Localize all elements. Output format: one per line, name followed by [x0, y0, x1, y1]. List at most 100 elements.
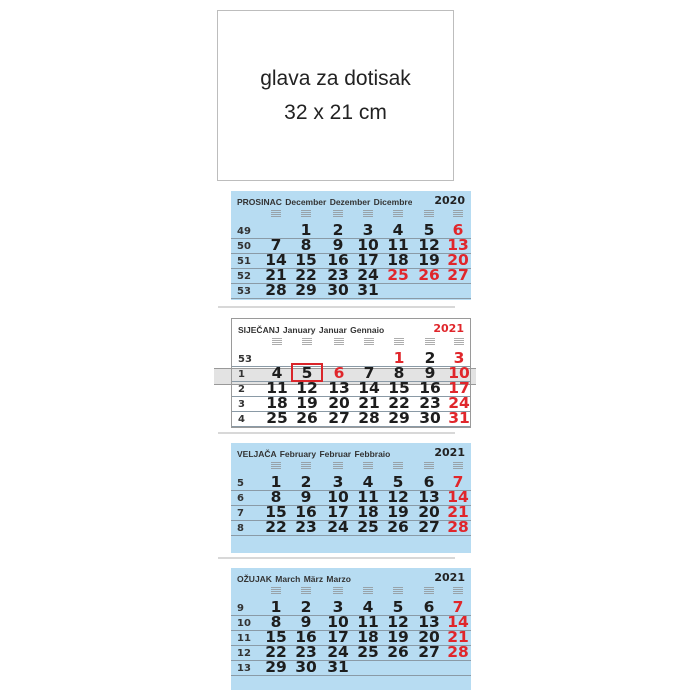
- day-cell: 12: [296, 379, 318, 397]
- day-cell: 3: [332, 473, 344, 491]
- weekday-label: [271, 462, 281, 469]
- weekday-label: [364, 338, 374, 345]
- day-cell: 7: [270, 236, 282, 254]
- weekday-label: [272, 338, 282, 345]
- day-cell: 4: [362, 598, 374, 616]
- day-cell: 3: [362, 221, 374, 239]
- day-cell: 5: [392, 598, 404, 616]
- day-cell: 27: [328, 409, 350, 427]
- month-title: OŽUJAK March März Marzo: [237, 574, 351, 584]
- day-cell: 8: [300, 236, 312, 254]
- week-row: 6 8 9 10 11 12 13 14: [231, 488, 471, 506]
- day-cell: 4: [271, 364, 283, 382]
- weekday-label: [425, 338, 435, 345]
- day-cell: 31: [448, 409, 470, 427]
- day-cell: 28: [447, 518, 469, 536]
- day-cell: 17: [327, 503, 349, 521]
- empty-row: [231, 535, 471, 536]
- weekday-label: [394, 338, 404, 345]
- week-number: 1: [238, 369, 245, 380]
- divider: [218, 432, 455, 434]
- weekday-label: [301, 462, 311, 469]
- day-cell: 11: [357, 613, 379, 631]
- day-cell: 23: [419, 394, 441, 412]
- day-cell: 15: [265, 628, 287, 646]
- day-cell: 24: [357, 266, 379, 284]
- week-number: 53: [237, 286, 251, 297]
- weekday-label: [393, 210, 403, 217]
- day-cell: 30: [419, 409, 441, 427]
- day-cell: 20: [328, 394, 350, 412]
- week-number: 53: [238, 354, 252, 365]
- week-number: 50: [237, 241, 251, 252]
- day-cell: 27: [447, 266, 469, 284]
- day-cell: 22: [265, 518, 287, 536]
- day-cell: 9: [300, 488, 312, 506]
- week-number: 7: [237, 508, 244, 519]
- divider: [218, 557, 455, 559]
- day-cell: 26: [387, 643, 409, 661]
- day-cell: 9: [424, 364, 436, 382]
- day-cell: 2: [300, 598, 312, 616]
- weekday-label: [271, 210, 281, 217]
- day-cell: 22: [265, 643, 287, 661]
- day-cell: 19: [387, 628, 409, 646]
- week-number: 10: [237, 618, 251, 629]
- week-number: 52: [237, 271, 251, 282]
- day-cell: 26: [387, 518, 409, 536]
- day-cell: 8: [270, 488, 282, 506]
- day-cell: 29: [265, 658, 287, 676]
- day-cell: 8: [270, 613, 282, 631]
- day-cell: 13: [328, 379, 350, 397]
- weekday-label: [424, 587, 434, 594]
- weekday-label: [424, 210, 434, 217]
- week-row: 50 7 8 9 10 11 12 13: [231, 236, 471, 254]
- day-cell: 9: [300, 613, 312, 631]
- weekday-label: [454, 338, 464, 345]
- day-cell: 6: [333, 364, 345, 382]
- week-row: 51 14 15 16 17 18 19 20: [231, 252, 471, 269]
- day-cell: 21: [265, 266, 287, 284]
- month-year: 2021: [434, 446, 465, 459]
- day-cell: 9: [332, 236, 344, 254]
- weekday-label: [424, 462, 434, 469]
- day-cell: 5: [301, 364, 313, 382]
- day-cell: 12: [387, 488, 409, 506]
- week-number: 3: [238, 399, 245, 410]
- day-cell: 19: [296, 394, 318, 412]
- day-cell: 16: [295, 628, 317, 646]
- day-cell: 29: [295, 281, 317, 299]
- day-cell: 24: [327, 518, 349, 536]
- week-row: 7 15 16 17 18 19 20 21: [231, 503, 471, 521]
- day-cell: 2: [332, 221, 344, 239]
- day-cell: 1: [393, 349, 405, 367]
- day-cell: 10: [327, 613, 349, 631]
- day-cell: 5: [423, 221, 435, 239]
- month-year: 2020: [434, 194, 465, 207]
- day-cell: 20: [418, 503, 440, 521]
- day-cell: 21: [358, 394, 380, 412]
- day-cell: 18: [357, 628, 379, 646]
- weekday-label: [393, 587, 403, 594]
- month-year: 2021: [433, 322, 464, 335]
- month-panel: PROSINAC December Dezember Dicembre 2020 4…: [231, 191, 471, 300]
- week-row: 12 22 23 24 25 26 27 28: [231, 643, 471, 661]
- week-row: 11 15 16 17 18 19 20 21: [231, 628, 471, 646]
- day-cell: 4: [392, 221, 404, 239]
- divider: [218, 306, 455, 308]
- week-row: 53 28 29 30 31: [231, 281, 471, 299]
- weekday-label: [363, 462, 373, 469]
- day-cell: 10: [357, 236, 379, 254]
- day-cell: 20: [418, 628, 440, 646]
- month-title: SIJEČANJ January Januar Gennaio: [238, 325, 385, 335]
- day-cell: 6: [452, 221, 464, 239]
- day-cell: 26: [418, 266, 440, 284]
- week-row: 52 21 22 23 24 25 26 27: [231, 266, 471, 284]
- day-cell: 22: [388, 394, 410, 412]
- week-row: 10 8 9 10 11 12 13 14: [231, 613, 471, 631]
- day-cell: 1: [270, 473, 282, 491]
- month-year: 2021: [434, 571, 465, 584]
- imprint-header-box: glava za dotisak 32 x 21 cm: [217, 10, 454, 181]
- month-title: VELJAČA February Februar Febbraio: [237, 449, 391, 459]
- week-row: 1 4 5 6 7 8 9 10: [232, 364, 470, 382]
